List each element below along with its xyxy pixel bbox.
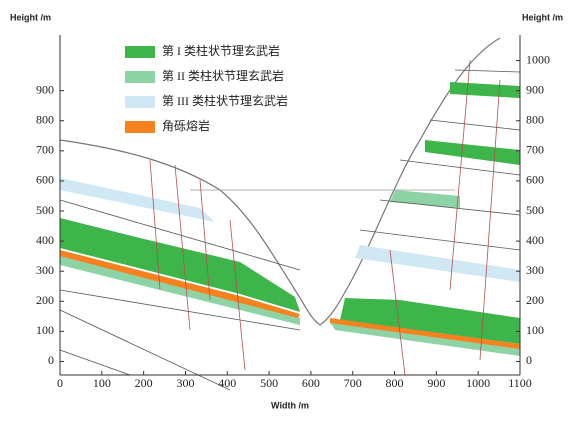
x-tick-label: 700 — [344, 376, 362, 390]
y2-tick-label: 400 — [526, 233, 544, 247]
y2-tick-label: 100 — [526, 323, 544, 337]
y-tick-label: 300 — [36, 263, 54, 277]
legend-swatch — [125, 46, 155, 58]
y2-tick-label: 0 — [526, 353, 532, 367]
layer — [355, 245, 520, 282]
x-tick-label: 300 — [176, 376, 194, 390]
x-tick-label: 900 — [427, 376, 445, 390]
chart: Height /m Height /m Width /m 0 100 200 300 4… — [0, 0, 571, 416]
y-tick-label: 200 — [36, 293, 54, 307]
y2-axis-title: Height /m — [522, 12, 563, 22]
x-tick-label: 600 — [302, 376, 320, 390]
y2-tick-label: 300 — [526, 263, 544, 277]
layer — [390, 190, 460, 208]
y-tick-label: 100 — [36, 323, 54, 337]
y2-tick-label: 600 — [526, 173, 544, 187]
x-tick-label: 1100 — [508, 376, 532, 390]
legend-swatch — [125, 121, 155, 133]
y-tick-label: 600 — [36, 173, 54, 187]
y-tick-label: 900 — [36, 82, 54, 96]
y2-tick-label: 800 — [526, 113, 544, 127]
x-tick-label: 100 — [93, 376, 111, 390]
legend-label: 第 III 类柱状节理玄武岩 — [162, 93, 288, 108]
y-tick-label: 800 — [36, 113, 54, 127]
y-axis-title: Height /m — [10, 12, 51, 22]
x-tick-label: 1000 — [466, 376, 490, 390]
x-tick-label: 400 — [218, 376, 236, 390]
y-tick-label: 400 — [36, 233, 54, 247]
legend-swatch — [125, 96, 155, 108]
y2-tick-label: 1000 — [526, 52, 550, 66]
y2-tick-label: 500 — [526, 203, 544, 217]
layer — [60, 178, 215, 222]
x-tick-label: 200 — [135, 376, 153, 390]
legend-label: 第 II 类柱状节理玄武岩 — [162, 68, 284, 83]
x-tick-label: 800 — [386, 376, 404, 390]
layer — [450, 82, 520, 98]
y-tick-label: 0 — [48, 353, 54, 367]
legend-swatch — [125, 71, 155, 83]
y-tick-label: 700 — [36, 143, 54, 157]
y-tick-label: 500 — [36, 203, 54, 217]
layer — [425, 140, 520, 165]
y2-tick-label: 200 — [526, 293, 544, 307]
legend-label: 第 I 类柱状节理玄武岩 — [162, 43, 280, 58]
x-tick-label: 500 — [260, 376, 278, 390]
x-axis-title: Width /m — [271, 400, 309, 410]
x-tick-label: 0 — [57, 376, 63, 390]
y2-tick-label: 700 — [526, 143, 544, 157]
legend-label: 角砾熔岩 — [162, 118, 210, 133]
geology — [60, 38, 520, 390]
y2-tick-label: 900 — [526, 82, 544, 96]
